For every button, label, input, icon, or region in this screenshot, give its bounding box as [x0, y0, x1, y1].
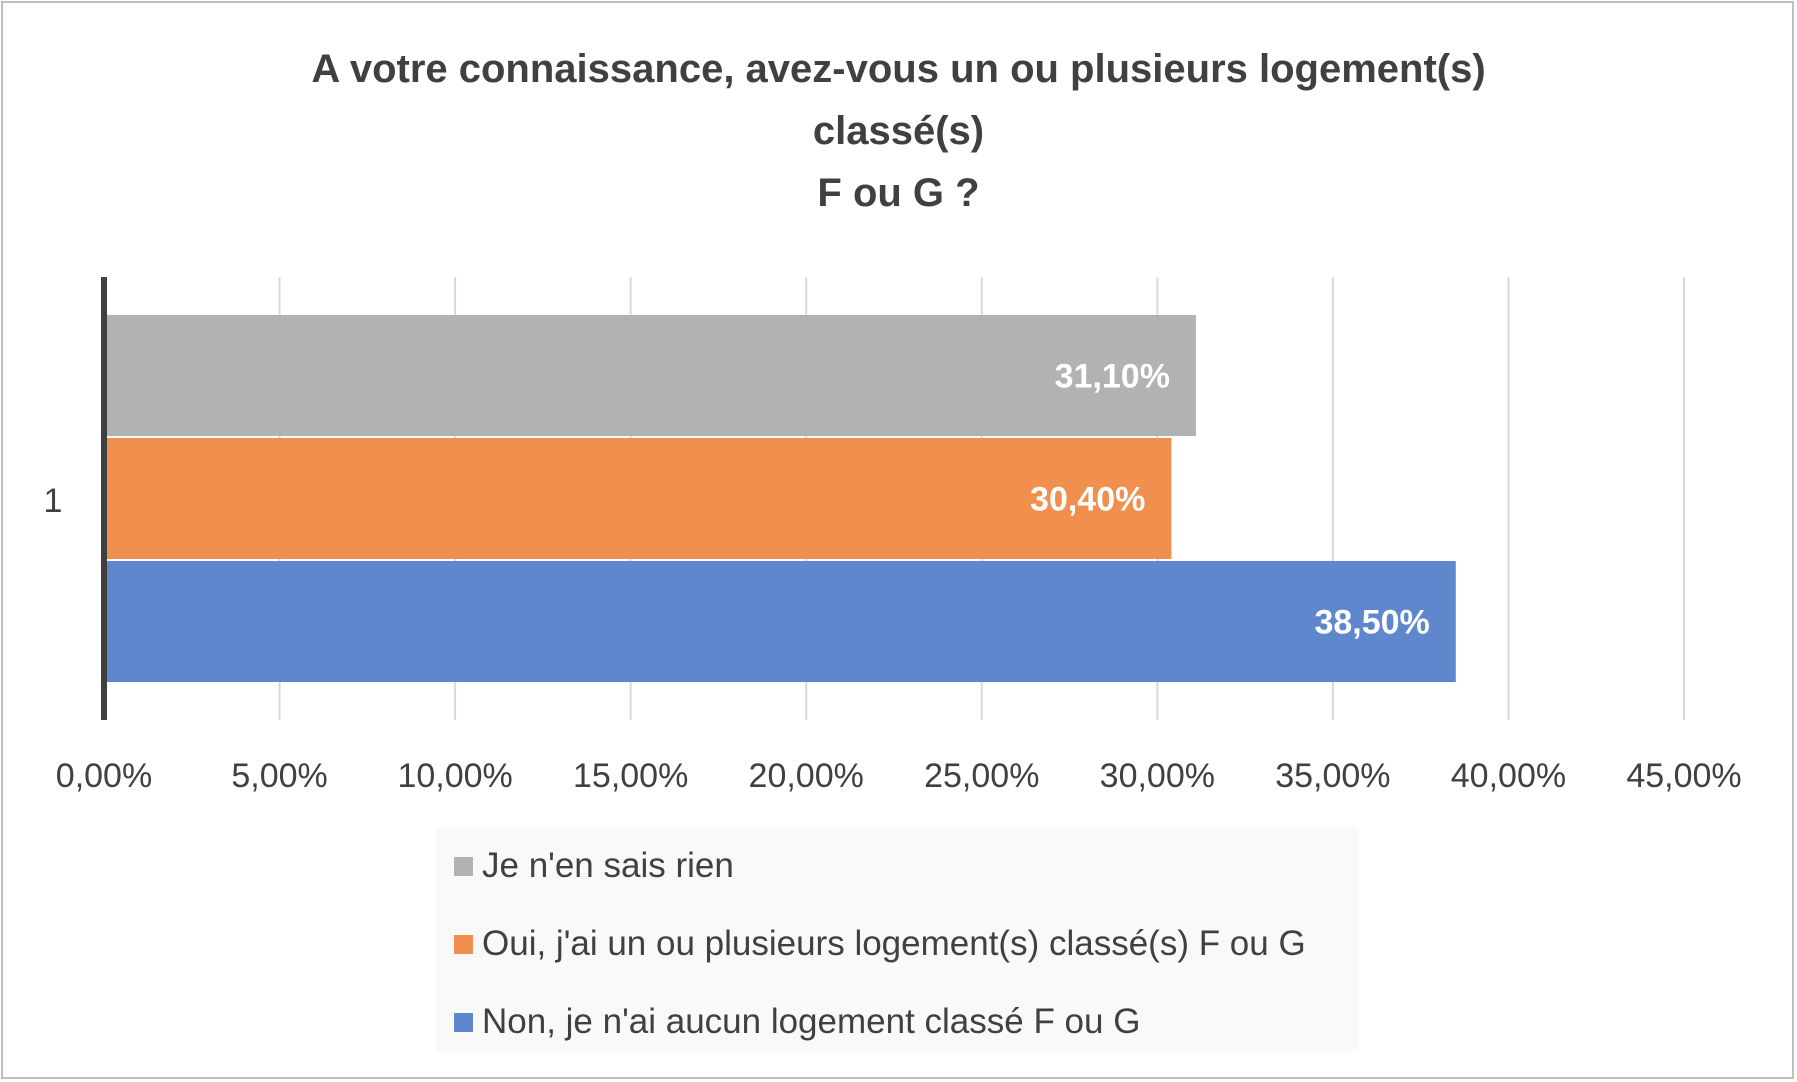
- x-tick-label: 35,00%: [1275, 757, 1390, 795]
- chart-title: A votre connaissance, avez-vous un ou pl…: [0, 38, 1797, 224]
- legend-item: Je n'en sais rien: [454, 846, 734, 886]
- x-tick-label: 0,00%: [56, 757, 152, 795]
- legend-swatch: [454, 1012, 473, 1032]
- x-tick-label: 5,00%: [231, 757, 327, 795]
- x-tick-label: 20,00%: [749, 757, 864, 795]
- x-tick-label: 30,00%: [1100, 757, 1215, 795]
- legend-label: Je n'en sais rien: [482, 846, 734, 885]
- bar-data-label: 38,50%: [1314, 604, 1429, 642]
- legend-label: Non, je n'ai aucun logement classé F ou …: [482, 1002, 1141, 1041]
- bar-labels: 31,10% 30,40% 38,50%: [1030, 358, 1430, 642]
- y-tick-label: 1: [44, 482, 63, 520]
- x-tick-label: 40,00%: [1451, 757, 1566, 795]
- legend: Je n'en sais rien Oui, j'ai un ou plusieu…: [436, 828, 1358, 1051]
- legend-label: Oui, j'ai un ou plusieurs logement(s) cl…: [482, 924, 1306, 963]
- legend-item: Oui, j'ai un ou plusieurs logement(s) cl…: [454, 924, 1306, 964]
- bars: [104, 315, 1456, 682]
- bar: [104, 438, 1172, 559]
- chart-title-line-2: classé(s): [812, 109, 985, 153]
- bar: [104, 561, 1456, 682]
- chart-title-line-3: F ou G ?: [817, 171, 980, 215]
- chart-title-line-1: A votre connaissance, avez-vous un ou pl…: [311, 47, 1486, 91]
- legend-swatch: [454, 856, 473, 876]
- bar-data-label: 30,40%: [1030, 481, 1145, 519]
- x-tick-label: 25,00%: [924, 757, 1039, 795]
- legend-swatch: [454, 934, 473, 954]
- x-tick-label: 10,00%: [397, 757, 512, 795]
- bar: [104, 315, 1196, 436]
- x-axis-tick-labels: 0,00% 5,00% 10,00% 15,00% 20,00% 25,00% 30,00%…: [56, 757, 1742, 795]
- legend-item: Non, je n'ai aucun logement classé F ou …: [454, 1002, 1140, 1042]
- bar-data-label: 31,10%: [1055, 358, 1170, 396]
- x-tick-label: 15,00%: [573, 757, 688, 795]
- y-axis-tick-labels: 1: [44, 482, 63, 520]
- x-tick-label: 45,00%: [1626, 757, 1741, 795]
